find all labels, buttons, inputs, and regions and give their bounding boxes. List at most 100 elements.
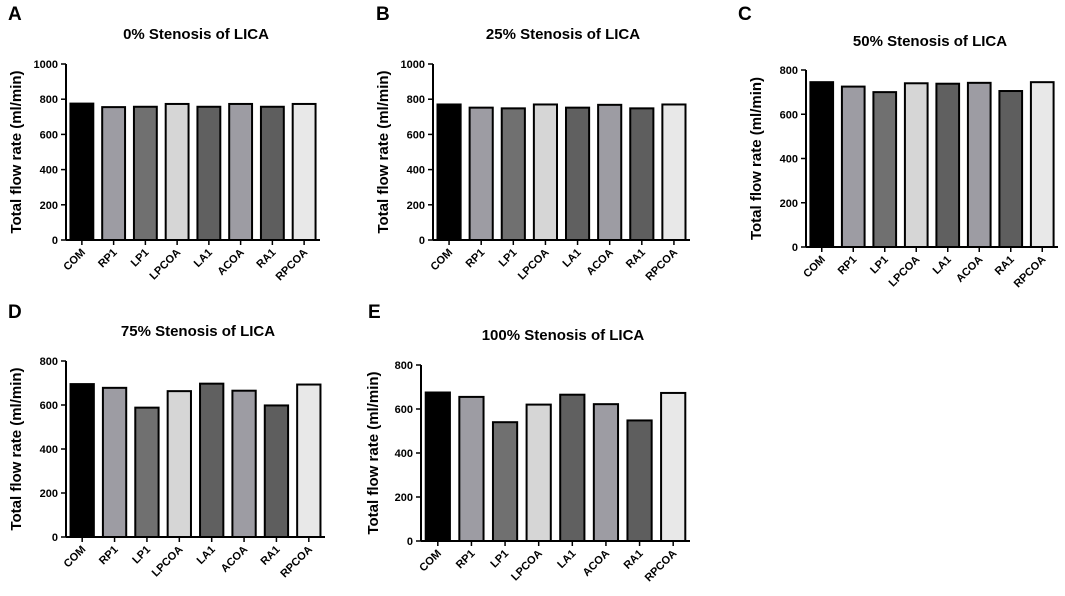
bar-lpcoa <box>164 102 190 242</box>
bar-ra1 <box>263 404 290 538</box>
x-tick-label: LA1 <box>561 247 584 270</box>
x-tick-label: LA1 <box>192 247 215 270</box>
bar-lpcoa <box>525 403 552 542</box>
bar-rp1 <box>101 386 128 538</box>
bar-ra1 <box>259 105 285 241</box>
panel-letter: B <box>376 4 390 25</box>
x-tick-label: LPCOA <box>150 544 186 580</box>
y-tick-label: 800 <box>780 65 798 77</box>
bar-rp1 <box>458 395 485 542</box>
bar-rpcoa <box>661 103 687 242</box>
bar-la1 <box>196 105 222 241</box>
x-tick-label: RA1 <box>259 544 283 568</box>
y-tick-label: 400 <box>40 165 58 177</box>
x-tick-label: ACOA <box>954 254 985 285</box>
bar-com <box>809 81 835 248</box>
x-tick-label: COM <box>429 247 456 274</box>
bar-acoa <box>592 403 620 542</box>
x-tick-label: COM <box>801 254 828 281</box>
y-tick-label: 400 <box>407 165 425 177</box>
x-tick-label: RP1 <box>836 254 860 278</box>
chart-title: 0% Stenosis of LICA <box>123 26 269 43</box>
y-axis-label: Total flow rate (ml/min) <box>365 371 382 534</box>
y-tick-label: 200 <box>395 492 413 504</box>
y-tick-label: 0 <box>52 532 58 544</box>
x-tick-label: ACOA <box>219 544 250 575</box>
bar-ra1 <box>998 90 1024 248</box>
x-tick-label: LA1 <box>195 544 218 567</box>
y-tick-label: 800 <box>40 94 58 106</box>
y-tick-label: 0 <box>792 242 798 254</box>
chart-panel-c: C 50% Stenosis of LICA Total flow rate (ml… <box>738 4 1058 290</box>
x-tick-label: LPCOA <box>887 254 923 290</box>
bar-ra1 <box>626 419 653 542</box>
bar-com <box>69 102 95 241</box>
bar-com <box>436 103 462 242</box>
bar-lp1 <box>872 91 898 248</box>
y-tick-label: 0 <box>407 536 413 548</box>
x-tick-label: COM <box>417 548 444 575</box>
y-tick-label: 400 <box>395 448 413 460</box>
bar-lpcoa <box>532 103 559 242</box>
y-axis-label: Total flow rate (ml/min) <box>8 70 25 233</box>
x-tick-label: ACOA <box>215 247 246 278</box>
bar-rpcoa <box>660 391 687 542</box>
y-tick-label: 0 <box>419 235 425 247</box>
chart-panel-e: E 100% Stenosis of LICA Total flow rate (m… <box>365 302 690 584</box>
bar-acoa <box>597 103 623 241</box>
x-tick-label: RP1 <box>97 544 121 568</box>
x-tick-label: LP1 <box>488 548 511 571</box>
chart-title: 75% Stenosis of LICA <box>121 323 275 340</box>
bar-rp1 <box>101 106 127 242</box>
y-tick-label: 200 <box>40 488 58 500</box>
x-tick-label: LP1 <box>868 254 891 277</box>
bar-lp1 <box>132 105 158 241</box>
bar-lpcoa <box>903 82 929 249</box>
bar-acoa <box>231 389 257 539</box>
bar-com <box>424 391 451 542</box>
bar-rpcoa <box>296 383 322 539</box>
y-tick-label: 200 <box>407 200 425 212</box>
chart-title: 100% Stenosis of LICA <box>482 327 645 344</box>
y-axis-label: Total flow rate (ml/min) <box>375 70 392 233</box>
bar-rp1 <box>840 85 866 248</box>
x-tick-label: LP1 <box>129 247 152 270</box>
chart-panel-d: D 75% Stenosis of LICA Total flow rate (ml… <box>8 302 325 580</box>
y-tick-label: 1000 <box>401 59 425 71</box>
y-axis-label: Total flow rate (ml/min) <box>8 367 25 530</box>
bar-acoa <box>966 81 992 248</box>
y-tick-label: 400 <box>780 154 798 166</box>
x-tick-label: LA1 <box>555 548 578 571</box>
y-tick-label: 600 <box>395 404 413 416</box>
bar-la1 <box>559 393 586 543</box>
x-tick-label: RPCOA <box>1012 254 1049 291</box>
x-tick-label: RA1 <box>624 247 648 271</box>
x-tick-label: RA1 <box>254 247 278 271</box>
chart-panel-b: B 25% Stenosis of LICA Total flow rate (ml… <box>375 4 690 283</box>
panel-letter: C <box>738 4 752 25</box>
y-tick-label: 600 <box>40 400 58 412</box>
chart-title: 50% Stenosis of LICA <box>853 33 1007 50</box>
x-tick-label: RP1 <box>454 548 478 572</box>
y-tick-label: 1000 <box>34 59 58 71</box>
y-tick-label: 400 <box>40 444 58 456</box>
bar-acoa <box>228 102 254 242</box>
x-tick-label: RPCOA <box>643 548 680 585</box>
x-tick-label: LPCOA <box>148 247 184 283</box>
bar-lpcoa <box>166 390 192 539</box>
y-tick-label: 0 <box>52 235 58 247</box>
bar-rpcoa <box>1029 81 1055 248</box>
bar-lp1 <box>134 406 160 539</box>
bar-com <box>69 383 95 538</box>
chart-panel-a: A 0% Stenosis of LICA Total flow rate (ml/… <box>8 4 320 283</box>
y-tick-label: 800 <box>407 94 425 106</box>
y-tick-label: 200 <box>40 200 58 212</box>
y-tick-label: 200 <box>780 198 798 210</box>
x-tick-label: RPCOA <box>643 247 680 284</box>
x-tick-label: COM <box>61 247 88 274</box>
bar-ra1 <box>629 107 655 241</box>
bar-rp1 <box>468 106 494 242</box>
y-tick-label: 600 <box>40 129 58 141</box>
bar-lp1 <box>491 421 519 543</box>
